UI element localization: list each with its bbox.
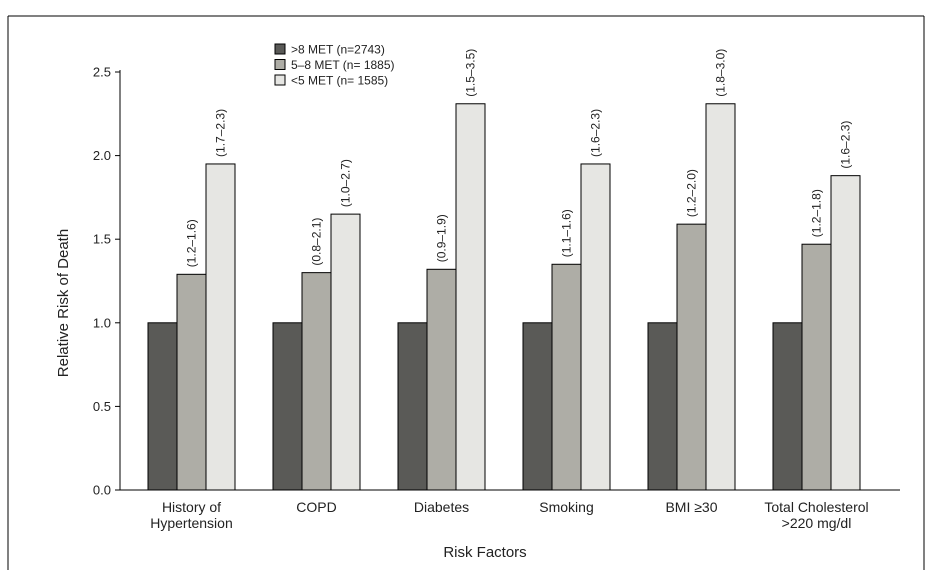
bar <box>522 322 553 491</box>
y-tick-label: 2.0 <box>93 148 111 163</box>
bar <box>397 322 428 491</box>
bar <box>772 322 803 491</box>
bars-group <box>147 103 861 491</box>
ci-label: (0.9–1.9) <box>435 214 449 262</box>
ci-label: (1.6–2.3) <box>589 109 603 157</box>
ci-label: (1.0–2.7) <box>339 159 353 207</box>
ci-labels-group: (1.2–1.6) (1.7–2.3) (0.8–2.1) (1.0–2.7) (0.9… <box>185 49 853 268</box>
bar <box>647 322 678 491</box>
y-tick-label: 1.0 <box>93 315 111 330</box>
ci-label: (1.5–3.5) <box>464 49 478 97</box>
ci-label: (1.6–2.3) <box>839 121 853 169</box>
x-axis-label: Risk Factors <box>443 544 526 561</box>
y-axis-label: Relative Risk of Death <box>55 229 72 377</box>
bar <box>676 223 707 491</box>
bar <box>830 175 861 491</box>
bar <box>551 263 582 491</box>
bar <box>176 273 207 491</box>
ci-label: (1.7–2.3) <box>214 109 228 157</box>
ci-label: (1.2–2.0) <box>685 169 699 217</box>
legend-label: >8 MET (n=2743) <box>291 43 385 57</box>
legend-label: <5 MET (n= 1585) <box>291 74 388 88</box>
x-tick-label: Total Cholesterol <box>764 499 868 515</box>
y-tick-label: 0.5 <box>93 399 111 414</box>
y-tick-label: 0.0 <box>93 483 111 498</box>
bar <box>455 103 486 491</box>
bar <box>272 322 303 491</box>
x-tick-label: Diabetes <box>414 499 469 515</box>
ci-label: (0.8–2.1) <box>310 218 324 266</box>
x-tick-label: BMI ≥30 <box>665 499 717 515</box>
bar <box>705 103 736 491</box>
x-tick-label: Hypertension <box>150 515 233 531</box>
legend-swatch <box>274 74 286 86</box>
bar <box>147 322 178 491</box>
x-tick-label: >220 mg/dl <box>782 515 852 531</box>
legend-swatch <box>274 43 286 55</box>
bar <box>801 243 832 491</box>
bar <box>330 213 361 491</box>
bar <box>205 163 236 491</box>
bar <box>580 163 611 491</box>
bar <box>426 268 457 491</box>
ci-label: (1.1–1.6) <box>560 209 574 257</box>
x-tick-label: History of <box>162 499 221 515</box>
legend-swatch <box>274 59 286 70</box>
bar <box>301 272 332 491</box>
ci-label: (1.2–1.8) <box>810 189 824 237</box>
legend: >8 MET (n=2743)5–8 MET (n= 1885) <5 MET (… <box>274 43 395 88</box>
ci-label: (1.2–1.6) <box>185 219 199 267</box>
legend-label: 5–8 MET (n= 1885) <box>291 58 395 72</box>
x-tick-label: Smoking <box>539 499 593 515</box>
y-axis: 0.0 0.5 1.0 1.5 2.0 2.5 <box>93 65 121 498</box>
x-tick-label: COPD <box>296 499 336 515</box>
ci-label: (1.8–3.0) <box>714 49 728 97</box>
y-tick-label: 2.5 <box>93 65 111 80</box>
y-tick-label: 1.5 <box>93 232 111 247</box>
